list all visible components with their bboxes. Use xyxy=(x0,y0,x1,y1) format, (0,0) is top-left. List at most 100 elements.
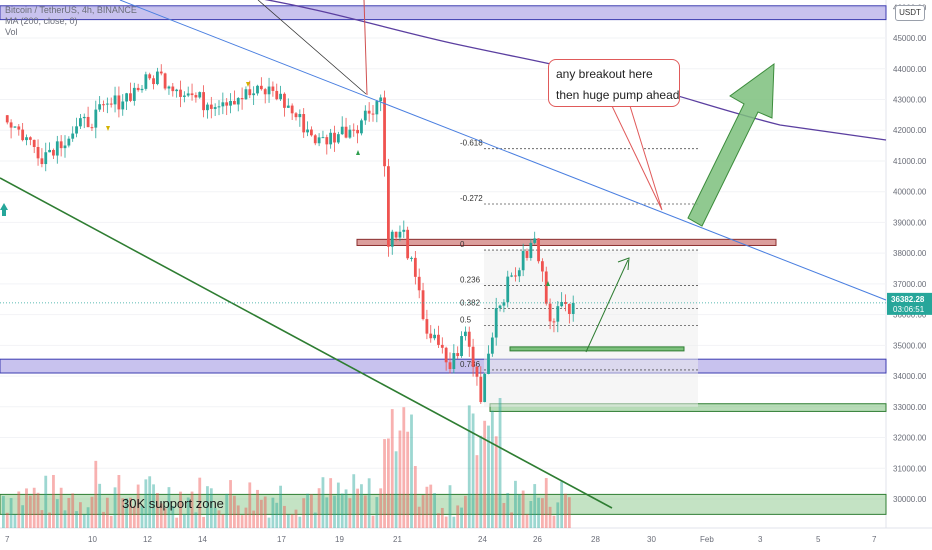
volume-bar xyxy=(387,438,390,528)
candle-body xyxy=(117,95,121,110)
volume-bar xyxy=(429,484,433,528)
volume-bar xyxy=(502,502,506,528)
volume-bar xyxy=(5,512,9,528)
volume-bar xyxy=(25,488,28,528)
candle-body xyxy=(490,337,494,354)
candle-body xyxy=(229,100,232,106)
volume-bar xyxy=(275,502,279,528)
volume-bar xyxy=(86,507,90,528)
time-tick-label: 3 xyxy=(758,535,763,544)
volume-bar xyxy=(248,482,252,528)
price-tick-label: 36000.00 xyxy=(893,311,927,320)
candle-body xyxy=(387,166,390,247)
candle-body xyxy=(240,98,244,100)
price-tick-label: 41000.00 xyxy=(893,157,927,166)
volume-bar xyxy=(479,435,483,528)
marker-icon xyxy=(356,150,360,155)
volume-bar xyxy=(21,505,25,528)
volume-bar xyxy=(413,466,417,528)
price-tick-label: 40000.00 xyxy=(893,188,927,197)
time-tick-label: 26 xyxy=(533,535,542,544)
volume-bar xyxy=(556,502,560,528)
volume-bar xyxy=(121,498,125,528)
volume-bar xyxy=(475,455,479,528)
candle-body xyxy=(398,231,402,238)
candle-body xyxy=(132,87,136,101)
candle-body xyxy=(413,257,417,277)
time-tick-label: 30 xyxy=(647,535,656,544)
candle-body xyxy=(267,86,271,95)
currency-button[interactable]: USDT xyxy=(895,5,925,21)
candle-body xyxy=(521,251,525,271)
volume-bar xyxy=(98,483,102,528)
candle-body xyxy=(32,139,36,147)
candle-body xyxy=(186,93,190,96)
candle-body xyxy=(533,238,537,243)
candle-body xyxy=(52,149,55,156)
volume-bar xyxy=(163,508,167,528)
volume-bar xyxy=(525,514,529,528)
breakout-arrow-icon xyxy=(687,62,775,227)
volume-bar xyxy=(433,493,436,528)
price-badge-countdown: 03:06:51 xyxy=(893,305,925,314)
price-tick-label: 32000.00 xyxy=(893,434,927,443)
candle-body xyxy=(306,129,309,133)
candle-body xyxy=(421,290,425,320)
candle-body xyxy=(163,73,167,89)
candle-body xyxy=(537,238,540,262)
candle-body xyxy=(571,302,575,314)
volume-bar xyxy=(63,510,67,528)
callout-line-2: then huge pump ahead xyxy=(556,88,680,102)
volume-bar xyxy=(102,511,105,528)
candle-body xyxy=(286,105,290,108)
candle-body xyxy=(564,301,567,304)
volume-bar xyxy=(2,495,5,528)
price-tick-label: 39000.00 xyxy=(893,218,927,227)
candle-body xyxy=(75,126,78,134)
candle-body xyxy=(525,251,529,258)
candle-body xyxy=(437,334,440,345)
volume-bar xyxy=(529,501,533,528)
price-badge-value: 36382.28 xyxy=(891,295,925,304)
candle-body xyxy=(190,93,194,96)
candle-body xyxy=(552,321,556,323)
volume-bar xyxy=(517,494,521,528)
volume-bar xyxy=(217,510,221,528)
candle-body xyxy=(371,113,375,115)
time-tick-label: 28 xyxy=(591,535,600,544)
volume-bar xyxy=(371,515,375,528)
callout-pointer xyxy=(611,105,663,211)
time-tick-label: 21 xyxy=(393,535,402,544)
volume-bar xyxy=(240,515,244,528)
candle-body xyxy=(475,366,479,377)
candle-body xyxy=(259,85,263,90)
candle-body xyxy=(344,126,348,138)
volume-bar xyxy=(175,517,179,528)
fib-level-label: -0.272 xyxy=(460,194,483,203)
price-tick-label: 35000.00 xyxy=(893,341,927,350)
volume-bar xyxy=(352,474,356,528)
volume-legend: Vol xyxy=(5,27,18,37)
volume-bar xyxy=(383,439,386,528)
candle-body xyxy=(121,101,125,110)
volume-bar xyxy=(325,497,329,528)
candle-body xyxy=(336,134,340,143)
price-badge xyxy=(887,292,932,315)
volume-bar xyxy=(79,502,82,528)
volume-bar xyxy=(286,514,290,528)
annotation-callout: any breakout here then huge pump ahead xyxy=(548,59,680,107)
candle-body xyxy=(171,86,175,92)
candle-body xyxy=(529,242,533,258)
up-arrow-icon xyxy=(0,203,8,216)
candle-body xyxy=(471,346,475,367)
volume-bar xyxy=(360,484,363,528)
volume-bar xyxy=(460,507,463,528)
candle-body xyxy=(417,276,421,291)
resistance-trendline xyxy=(119,0,887,301)
fib-level-label: 0.786 xyxy=(460,360,481,369)
candle-body xyxy=(460,336,463,357)
volume-bar xyxy=(410,414,413,528)
price-tick-label: 38000.00 xyxy=(893,249,927,258)
candle-body xyxy=(425,319,429,334)
